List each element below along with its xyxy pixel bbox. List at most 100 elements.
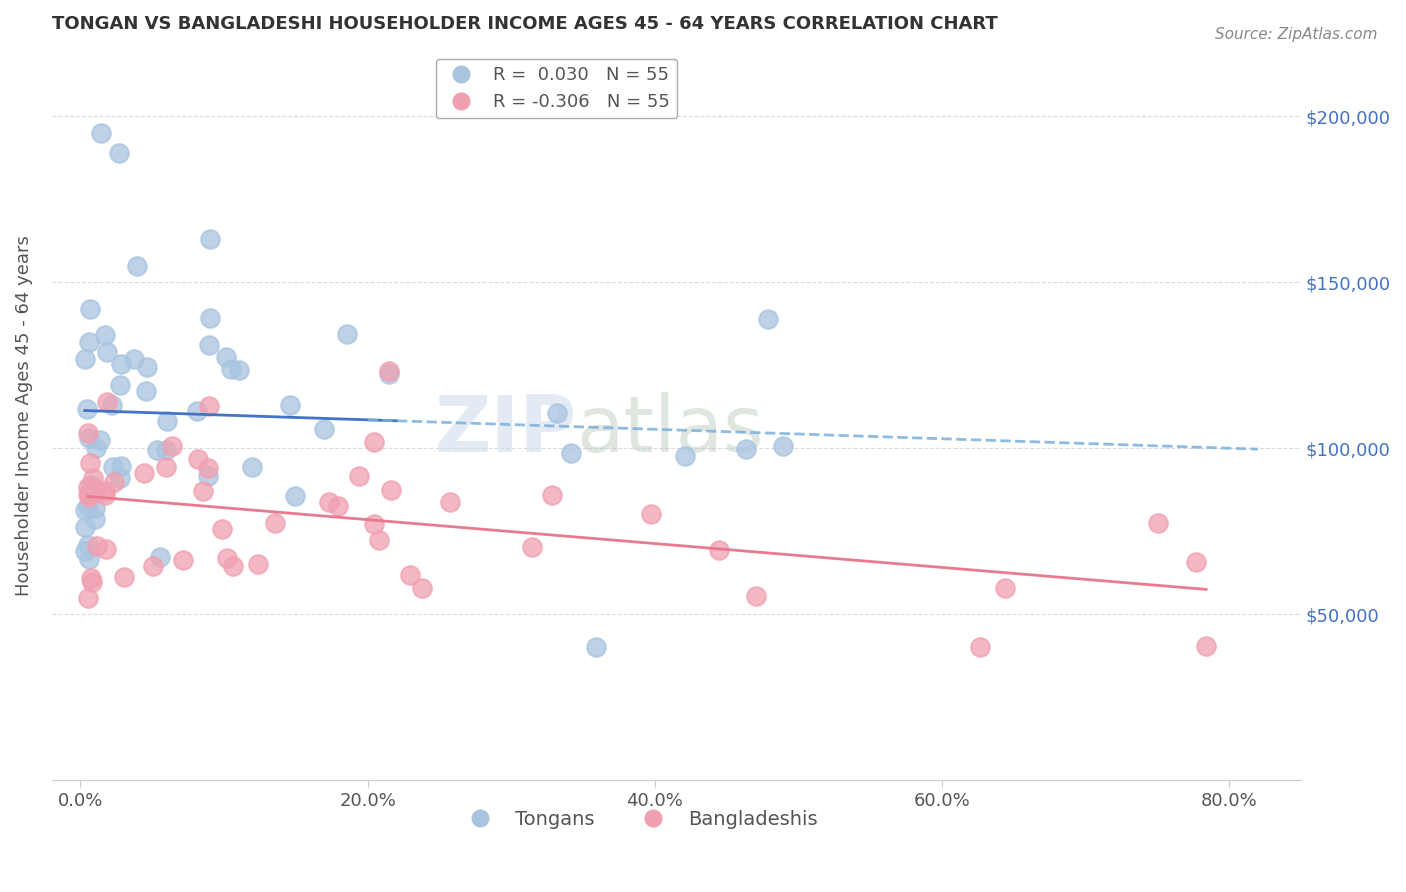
Point — [1195, 639, 1218, 653]
Point — [228, 362, 250, 376]
Point — [172, 552, 194, 566]
Point — [100, 398, 122, 412]
Point — [284, 489, 307, 503]
Point — [76, 480, 98, 494]
Point — [89, 433, 111, 447]
Point — [77, 551, 100, 566]
Point — [94, 541, 117, 556]
Point — [734, 442, 756, 456]
Point — [84, 512, 107, 526]
Point — [93, 488, 115, 502]
Point — [108, 377, 131, 392]
Point — [707, 542, 730, 557]
Point — [73, 352, 96, 367]
Point — [640, 508, 662, 522]
Point — [439, 494, 461, 508]
Point — [378, 367, 401, 381]
Point — [367, 533, 389, 547]
Point — [83, 486, 105, 500]
Point — [278, 398, 301, 412]
Point — [197, 338, 219, 352]
Point — [96, 395, 118, 409]
Point — [76, 425, 98, 440]
Point — [756, 311, 779, 326]
Point — [73, 503, 96, 517]
Point — [76, 487, 98, 501]
Point — [326, 500, 349, 514]
Point — [76, 401, 98, 416]
Point — [221, 362, 243, 376]
Point — [969, 640, 991, 655]
Point — [378, 363, 401, 377]
Point — [110, 357, 132, 371]
Point — [82, 575, 104, 590]
Point — [191, 483, 214, 498]
Point — [541, 488, 564, 502]
Text: ZIP: ZIP — [434, 392, 576, 467]
Point — [363, 516, 385, 531]
Point — [84, 500, 107, 515]
Legend: Tongans, Bangladeshis: Tongans, Bangladeshis — [453, 802, 825, 837]
Point — [101, 460, 124, 475]
Point — [215, 551, 238, 566]
Point — [197, 469, 219, 483]
Point — [246, 557, 269, 571]
Point — [132, 466, 155, 480]
Point — [197, 460, 219, 475]
Point — [82, 470, 104, 484]
Text: Source: ZipAtlas.com: Source: ZipAtlas.com — [1215, 27, 1378, 42]
Point — [80, 478, 103, 492]
Point — [155, 460, 177, 475]
Point — [198, 232, 221, 246]
Point — [585, 640, 607, 654]
Point — [135, 384, 157, 398]
Point — [673, 449, 696, 463]
Point — [94, 328, 117, 343]
Point — [994, 581, 1017, 595]
Point — [318, 495, 340, 509]
Point — [347, 469, 370, 483]
Point — [108, 146, 131, 161]
Point — [84, 481, 107, 495]
Point — [546, 406, 568, 420]
Point — [80, 571, 103, 585]
Point — [90, 126, 112, 140]
Point — [745, 589, 768, 603]
Point — [363, 434, 385, 449]
Point — [155, 442, 177, 457]
Point — [127, 259, 149, 273]
Point — [73, 544, 96, 558]
Text: atlas: atlas — [576, 392, 763, 467]
Point — [94, 484, 117, 499]
Point — [380, 483, 402, 497]
Point — [82, 483, 104, 498]
Point — [96, 345, 118, 359]
Point — [312, 422, 335, 436]
Point — [240, 459, 263, 474]
Point — [1146, 516, 1168, 531]
Point — [160, 439, 183, 453]
Point — [522, 540, 544, 554]
Point — [112, 570, 135, 584]
Point — [142, 559, 165, 574]
Point — [76, 591, 98, 606]
Point — [135, 359, 157, 374]
Point — [336, 326, 359, 341]
Point — [222, 559, 245, 574]
Point — [264, 516, 287, 530]
Point — [398, 568, 420, 582]
Point — [186, 403, 208, 417]
Point — [122, 352, 145, 367]
Point — [215, 350, 238, 364]
Point — [77, 432, 100, 446]
Point — [146, 442, 169, 457]
Point — [149, 549, 172, 564]
Point — [1185, 555, 1208, 569]
Point — [79, 302, 101, 317]
Point — [73, 520, 96, 534]
Point — [197, 400, 219, 414]
Point — [560, 446, 582, 460]
Point — [108, 470, 131, 484]
Point — [156, 414, 179, 428]
Point — [187, 452, 209, 467]
